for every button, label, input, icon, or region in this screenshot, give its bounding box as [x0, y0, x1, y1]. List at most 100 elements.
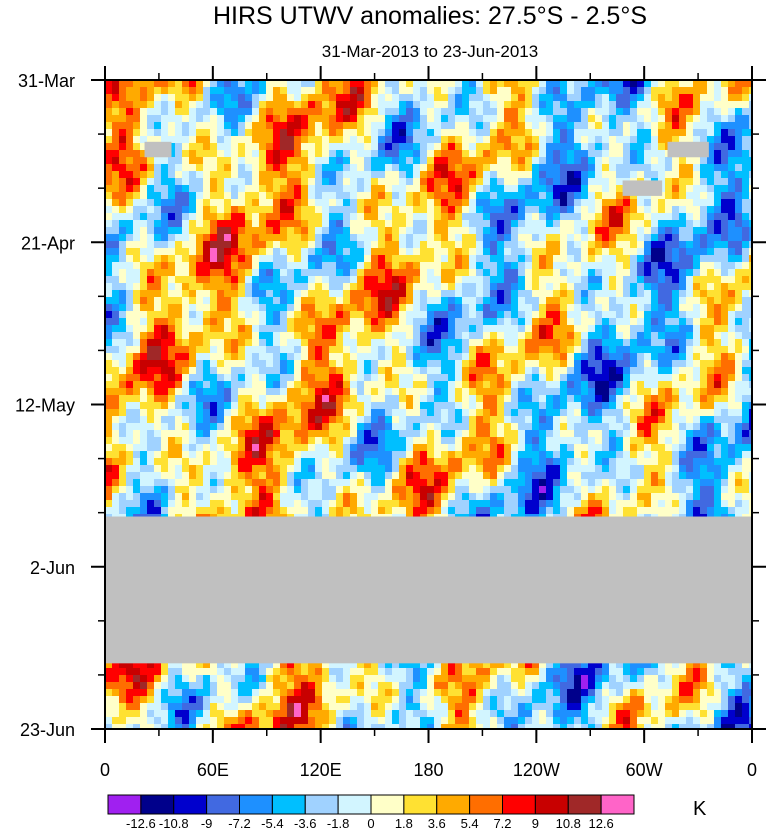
field-cell — [189, 318, 196, 325]
field-cell — [714, 276, 721, 283]
field-cell — [665, 178, 672, 185]
field-cell — [203, 94, 210, 101]
field-cell — [567, 430, 574, 437]
field-cell — [336, 241, 343, 248]
field-cell — [182, 360, 189, 367]
field-cell — [308, 290, 315, 297]
field-cell — [119, 381, 126, 388]
field-cell — [245, 87, 252, 94]
field-cell — [714, 262, 721, 269]
field-cell — [266, 339, 273, 346]
field-cell — [336, 339, 343, 346]
field-cell — [273, 108, 280, 115]
field-cell — [567, 164, 574, 171]
field-cell — [693, 220, 700, 227]
field-cell — [259, 367, 266, 374]
field-cell — [532, 297, 539, 304]
field-cell — [189, 409, 196, 416]
field-cell — [280, 80, 287, 87]
field-cell — [609, 171, 616, 178]
field-cell — [168, 213, 175, 220]
field-cell — [686, 367, 693, 374]
field-cell — [378, 423, 385, 430]
field-cell — [210, 136, 217, 143]
field-cell — [721, 136, 728, 143]
field-cell — [483, 297, 490, 304]
field-cell — [567, 388, 574, 395]
field-cell — [644, 171, 651, 178]
field-cell — [728, 374, 735, 381]
field-cell — [476, 206, 483, 213]
field-cell — [595, 290, 602, 297]
field-cell — [686, 304, 693, 311]
field-cell — [112, 80, 119, 87]
field-cell — [322, 157, 329, 164]
field-cell — [231, 227, 238, 234]
field-cell — [644, 304, 651, 311]
field-cell — [140, 276, 147, 283]
field-cell — [714, 234, 721, 241]
field-cell — [546, 178, 553, 185]
field-cell — [308, 276, 315, 283]
field-cell — [672, 430, 679, 437]
field-cell — [735, 185, 742, 192]
field-cell — [490, 332, 497, 339]
field-cell — [602, 346, 609, 353]
field-cell — [644, 318, 651, 325]
field-cell — [525, 129, 532, 136]
field-cell — [399, 269, 406, 276]
field-cell — [679, 283, 686, 290]
field-cell — [378, 234, 385, 241]
field-cell — [273, 227, 280, 234]
field-cell — [147, 108, 154, 115]
field-cell — [322, 430, 329, 437]
field-cell — [497, 360, 504, 367]
field-cell — [133, 311, 140, 318]
field-cell — [532, 185, 539, 192]
field-cell — [434, 94, 441, 101]
field-cell — [154, 213, 161, 220]
field-cell — [231, 248, 238, 255]
field-cell — [336, 255, 343, 262]
field-cell — [413, 143, 420, 150]
field-cell — [602, 164, 609, 171]
field-cell — [448, 213, 455, 220]
field-cell — [371, 129, 378, 136]
field-cell — [483, 220, 490, 227]
field-cell — [581, 388, 588, 395]
field-cell — [728, 136, 735, 143]
field-cell — [406, 437, 413, 444]
field-cell — [532, 143, 539, 150]
field-cell — [343, 339, 350, 346]
field-cell — [728, 290, 735, 297]
field-cell — [714, 94, 721, 101]
field-cell — [616, 325, 623, 332]
field-cell — [147, 213, 154, 220]
field-cell — [175, 220, 182, 227]
field-cell — [105, 129, 112, 136]
field-cell — [427, 444, 434, 451]
field-cell — [154, 388, 161, 395]
field-cell — [518, 269, 525, 276]
field-cell — [539, 360, 546, 367]
field-cell — [378, 311, 385, 318]
field-cell — [539, 213, 546, 220]
field-cell — [630, 409, 637, 416]
field-cell — [728, 416, 735, 423]
field-cell — [364, 332, 371, 339]
field-cell — [224, 227, 231, 234]
field-cell — [392, 297, 399, 304]
field-cell — [427, 108, 434, 115]
field-cell — [735, 318, 742, 325]
field-cell — [371, 283, 378, 290]
field-cell — [343, 94, 350, 101]
field-cell — [329, 318, 336, 325]
field-cell — [630, 136, 637, 143]
field-cell — [637, 164, 644, 171]
field-cell — [483, 402, 490, 409]
field-cell — [483, 213, 490, 220]
field-cell — [287, 381, 294, 388]
field-cell — [679, 325, 686, 332]
field-cell — [315, 311, 322, 318]
field-cell — [490, 416, 497, 423]
